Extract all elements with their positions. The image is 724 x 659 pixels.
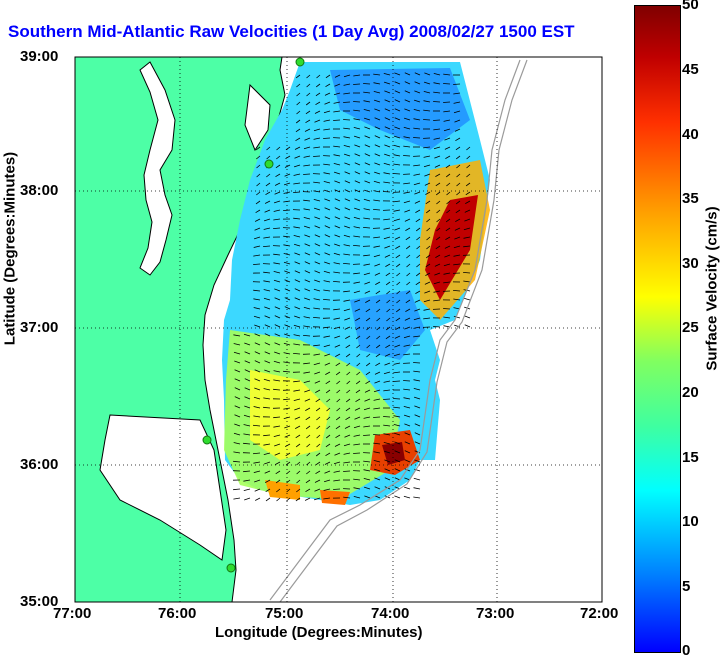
- x-tick: 76:00: [158, 605, 197, 622]
- colorbar-tick: 45: [682, 61, 699, 78]
- x-tick: 73:00: [476, 605, 515, 622]
- colorbar-tick: 5: [682, 578, 691, 595]
- colorbar-tick: 30: [682, 255, 699, 272]
- page-title: Southern Mid-Atlantic Raw Velocities (1 …: [8, 22, 575, 41]
- x-tick: 75:00: [265, 605, 304, 622]
- colorbar-tick: 15: [682, 449, 699, 466]
- grid-lines: [75, 57, 602, 602]
- colorbar: [634, 5, 681, 653]
- x-axis-label: Longitude (Degrees:Minutes): [215, 624, 423, 641]
- y-tick: 39:00: [20, 48, 59, 65]
- delaware-bay: [244, 83, 271, 152]
- colorbar-tick: 0: [682, 642, 691, 659]
- colorbar-tick: 25: [682, 319, 699, 336]
- y-tick: 36:00: [20, 456, 59, 473]
- y-tick: 38:00: [20, 182, 59, 199]
- colorbar-tick: 10: [682, 513, 699, 530]
- velocity-field: [222, 62, 490, 505]
- y-tick: 37:00: [20, 319, 59, 336]
- x-tick: 74:00: [371, 605, 410, 622]
- colorbar-label: Surface Velocity (cm/s): [703, 206, 721, 371]
- colorbar-tick: 35: [682, 190, 699, 207]
- bathymetry-contours: [269, 59, 528, 603]
- colorbar-tick: 20: [682, 384, 699, 401]
- y-axis-label: Latitude (Degrees:Minutes): [1, 151, 19, 346]
- velocity-arrows: [232, 72, 471, 502]
- x-tick: 72:00: [580, 605, 619, 622]
- x-tick: 77:00: [53, 605, 92, 622]
- station-markers: [202, 57, 305, 573]
- colorbar-tick: 40: [682, 126, 699, 143]
- y-tick: 35:00: [20, 593, 59, 610]
- colorbar-tick: 50: [682, 0, 699, 13]
- chesapeake-bay: [139, 61, 176, 276]
- pamlico-sound: [99, 414, 227, 561]
